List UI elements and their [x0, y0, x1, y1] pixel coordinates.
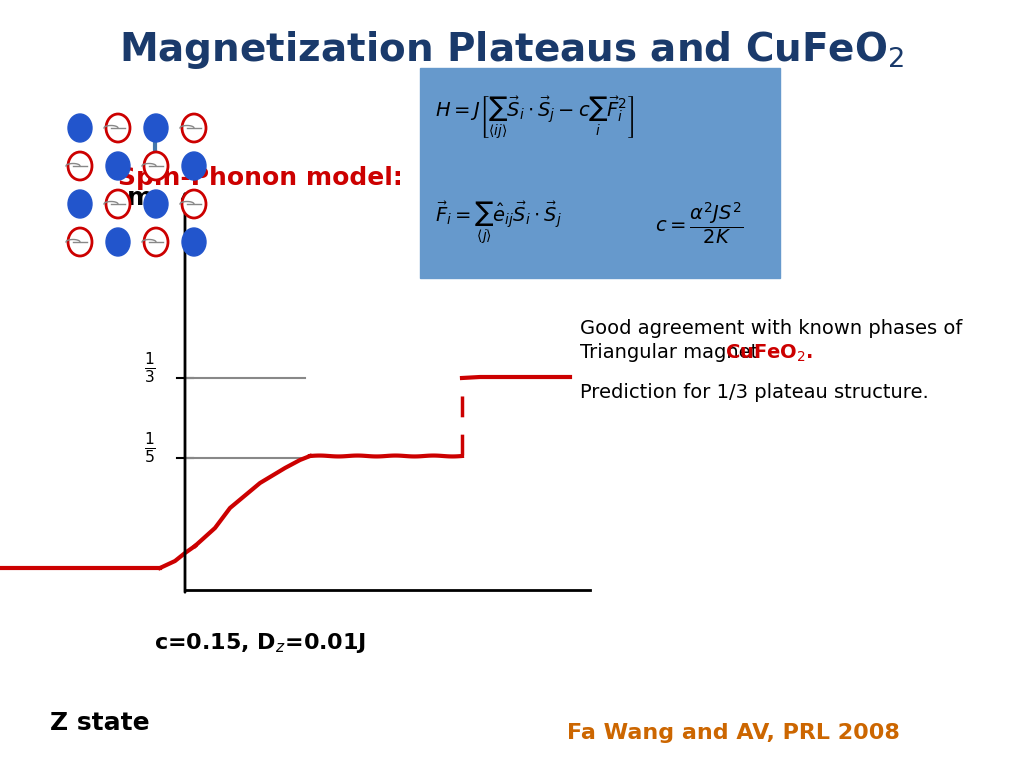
- Ellipse shape: [182, 114, 206, 142]
- Text: Magnetization Plateaus and CuFeO$_2$: Magnetization Plateaus and CuFeO$_2$: [120, 29, 904, 71]
- Ellipse shape: [106, 114, 130, 142]
- Text: Good agreement with known phases of: Good agreement with known phases of: [580, 319, 963, 337]
- Ellipse shape: [144, 114, 168, 142]
- Text: Fa Wang and AV, PRL 2008: Fa Wang and AV, PRL 2008: [567, 723, 900, 743]
- Text: c=0.15, D$_z$=0.01J: c=0.15, D$_z$=0.01J: [154, 631, 367, 655]
- FancyBboxPatch shape: [420, 68, 780, 278]
- Text: CuFeO$_2$.: CuFeO$_2$.: [725, 343, 813, 364]
- Ellipse shape: [106, 228, 130, 256]
- Text: Triangular magnet: Triangular magnet: [580, 343, 765, 362]
- Ellipse shape: [144, 190, 168, 218]
- Text: $\frac{1}{3}$: $\frac{1}{3}$: [144, 350, 156, 386]
- Text: Spin-Phonon model:: Spin-Phonon model:: [118, 166, 402, 190]
- Ellipse shape: [106, 190, 130, 218]
- Text: Z state: Z state: [50, 711, 150, 735]
- Ellipse shape: [182, 152, 206, 180]
- Text: m: m: [127, 186, 154, 210]
- Ellipse shape: [144, 152, 168, 180]
- Ellipse shape: [106, 152, 130, 180]
- Ellipse shape: [182, 228, 206, 256]
- Ellipse shape: [68, 114, 92, 142]
- Ellipse shape: [144, 228, 168, 256]
- Text: $c = \dfrac{\alpha^2 JS^2}{2K}$: $c = \dfrac{\alpha^2 JS^2}{2K}$: [655, 200, 743, 246]
- Ellipse shape: [68, 228, 92, 256]
- Ellipse shape: [68, 152, 92, 180]
- Ellipse shape: [68, 190, 92, 218]
- Text: $H = J\left[\sum_{\langle ij\rangle}\vec{S}_i\cdot\vec{S}_j - c\sum_{i}\vec{F}_i: $H = J\left[\sum_{\langle ij\rangle}\vec…: [435, 94, 634, 141]
- Ellipse shape: [182, 190, 206, 218]
- Text: Prediction for 1/3 plateau structure.: Prediction for 1/3 plateau structure.: [580, 383, 929, 402]
- Text: $\vec{F}_i = \sum_{\langle j\rangle}\hat{e}_{ij}\vec{S}_i\cdot\vec{S}_j$: $\vec{F}_i = \sum_{\langle j\rangle}\hat…: [435, 200, 562, 247]
- Text: $\frac{1}{5}$: $\frac{1}{5}$: [144, 431, 156, 465]
